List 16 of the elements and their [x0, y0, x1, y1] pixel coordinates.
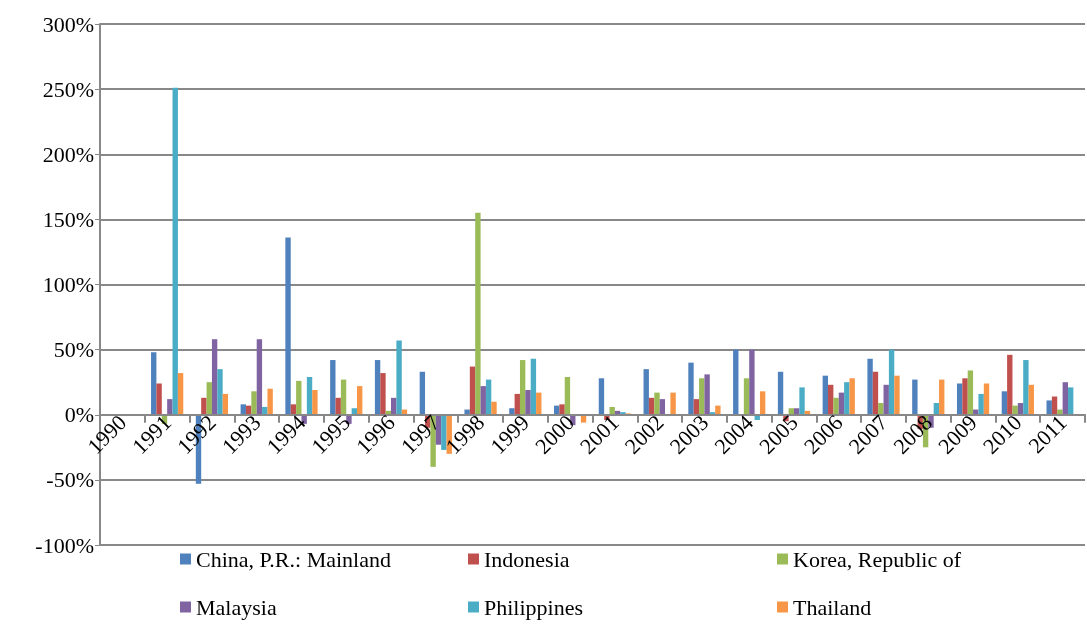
- y-tick-label: 300%: [42, 11, 94, 37]
- legend-label: Philippines: [484, 594, 584, 620]
- legend-label: China, P.R.: Mainland: [196, 546, 391, 572]
- x-tick-label: 2011: [1023, 409, 1072, 459]
- y-tick-label: 50%: [53, 337, 94, 363]
- y-tick-label: 250%: [42, 76, 94, 102]
- y-tick-label: 100%: [42, 272, 94, 297]
- y-tick-label: 200%: [42, 141, 94, 167]
- legend-label: Malaysia: [196, 594, 277, 620]
- legend-label: Indonesia: [484, 546, 570, 572]
- y-tick-label: 150%: [42, 206, 94, 232]
- legend-label: Korea, Republic of: [793, 546, 962, 572]
- legend-label: Thailand: [793, 594, 872, 620]
- y-tick-label: -100%: [35, 532, 94, 558]
- y-tick-label: -50%: [46, 467, 94, 493]
- x-tick-label: 1991: [127, 409, 176, 459]
